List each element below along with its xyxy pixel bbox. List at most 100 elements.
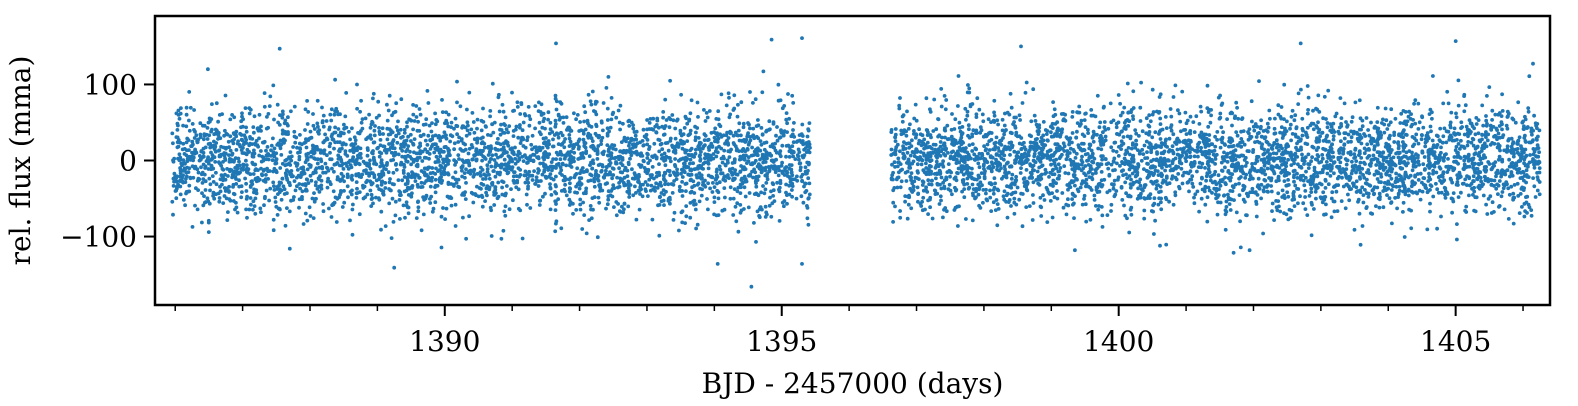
data-point: [1446, 101, 1451, 106]
data-point: [241, 162, 246, 167]
data-point: [1455, 237, 1459, 242]
data-point: [538, 199, 542, 203]
data-point: [495, 196, 500, 201]
data-point: [988, 188, 992, 193]
data-point: [1231, 185, 1236, 190]
data-point: [463, 197, 468, 202]
data-point: [379, 182, 384, 187]
data-point: [805, 204, 809, 208]
data-point: [248, 185, 253, 189]
data-point: [659, 153, 664, 157]
data-point: [213, 160, 218, 164]
data-point: [462, 193, 466, 197]
data-point: [287, 161, 291, 166]
data-point: [271, 136, 275, 141]
data-point: [245, 170, 249, 174]
data-point: [253, 211, 258, 216]
data-point: [298, 133, 302, 137]
data-point: [485, 193, 489, 198]
data-point: [1125, 81, 1130, 86]
data-point: [668, 78, 672, 83]
data-point: [600, 135, 605, 140]
data-point: [1494, 174, 1498, 179]
data-point: [510, 90, 514, 95]
data-point: [762, 141, 767, 145]
data-point: [171, 184, 176, 188]
data-point: [181, 169, 186, 173]
data-point: [1088, 217, 1093, 222]
data-point: [512, 170, 517, 175]
data-point: [1467, 164, 1472, 169]
data-point: [567, 136, 572, 141]
data-point: [287, 209, 292, 214]
data-point: [387, 142, 391, 146]
data-point: [305, 177, 310, 182]
data-point: [398, 146, 403, 151]
data-point: [190, 225, 195, 229]
data-point: [663, 163, 668, 168]
data-point: [467, 146, 472, 151]
data-point: [571, 211, 575, 216]
data-point: [221, 201, 226, 206]
data-point: [763, 154, 768, 159]
data-point: [511, 198, 515, 203]
data-point: [735, 201, 740, 206]
data-point: [578, 120, 582, 124]
data-point: [412, 137, 417, 142]
data-point: [1454, 111, 1458, 116]
data-point: [972, 157, 977, 162]
data-point: [289, 172, 294, 177]
data-point: [517, 174, 522, 179]
data-point: [1076, 189, 1081, 194]
data-point: [680, 180, 684, 184]
data-point: [219, 152, 224, 157]
data-point: [1199, 109, 1204, 114]
data-point: [657, 182, 661, 187]
data-point: [279, 142, 284, 147]
data-point: [606, 197, 611, 202]
data-point: [525, 202, 529, 207]
data-point: [228, 167, 233, 172]
data-point: [405, 176, 410, 181]
data-point: [251, 207, 255, 212]
data-point: [1031, 193, 1035, 197]
data-point: [300, 189, 305, 194]
data-point: [439, 245, 444, 250]
data-point: [1173, 190, 1178, 195]
data-point: [228, 134, 233, 139]
data-point: [784, 144, 789, 148]
data-point: [1494, 186, 1499, 191]
data-point: [611, 110, 616, 115]
data-point: [613, 155, 618, 160]
data-point: [748, 126, 752, 131]
data-point: [1459, 120, 1464, 125]
data-point: [1051, 100, 1055, 104]
data-point: [282, 187, 287, 192]
data-point: [584, 231, 589, 236]
data-point: [252, 162, 257, 167]
data-point: [657, 162, 661, 167]
data-point: [1122, 105, 1127, 110]
data-point: [594, 169, 598, 173]
data-point: [733, 130, 738, 135]
data-point: [768, 195, 772, 200]
data-point: [1134, 138, 1138, 143]
data-point: [174, 135, 179, 140]
data-point: [713, 126, 718, 131]
data-point: [589, 207, 593, 212]
data-point: [212, 145, 217, 150]
data-point: [682, 126, 687, 130]
data-point: [467, 214, 471, 219]
data-point: [629, 120, 634, 125]
data-point: [496, 95, 501, 100]
data-point: [269, 143, 274, 148]
data-point: [586, 179, 591, 183]
data-point: [737, 138, 742, 143]
data-point: [683, 150, 688, 155]
data-point: [292, 195, 296, 199]
data-point: [434, 166, 438, 171]
data-point: [1342, 101, 1347, 106]
data-point: [695, 100, 700, 105]
data-point: [244, 158, 248, 163]
data-point: [939, 186, 944, 191]
